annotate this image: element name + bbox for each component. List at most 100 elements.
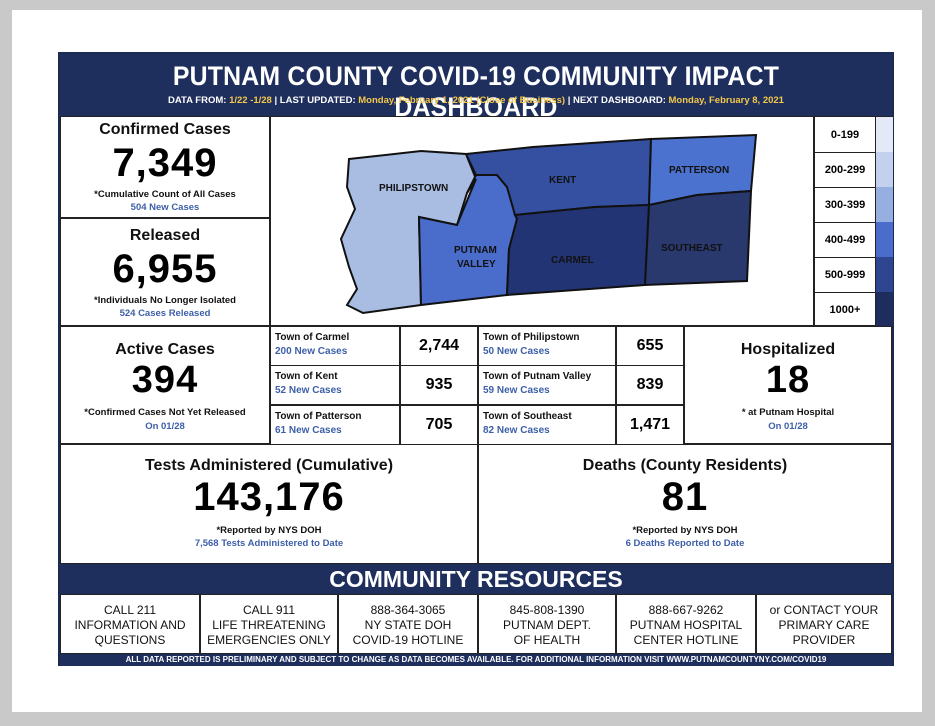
confirmed-cases-label: Confirmed Cases xyxy=(99,121,231,138)
legend-swatch xyxy=(875,152,893,188)
resource-line3: EMERGENCIES ONLY xyxy=(207,633,331,647)
data-from-label: DATA FROM: xyxy=(168,95,227,106)
confirmed-cases-note: *Cumulative Count of All Cases xyxy=(94,189,236,200)
map-carmel xyxy=(505,203,651,297)
deaths-sub: 6 Deaths Reported to Date xyxy=(625,538,745,549)
town-row-name-cell: Town of Southeast 82 New Cases xyxy=(478,404,616,445)
town-new-cases: 82 New Cases xyxy=(483,424,550,436)
released-panel: Released 6,955 *Individuals No Longer Is… xyxy=(60,218,270,326)
resource-line3: PROVIDER xyxy=(792,633,856,647)
last-updated-value: Monday, February 1, 2021 (Close of Busin… xyxy=(358,95,566,106)
deaths-label: Deaths (County Residents) xyxy=(582,457,788,474)
resource-line1: CALL 211 xyxy=(103,603,157,617)
active-cases-label: Active Cases xyxy=(115,341,215,358)
town-case-total: 2,744 xyxy=(400,326,478,366)
legend-swatch xyxy=(875,222,893,258)
map-label-southeast: SOUTHEAST xyxy=(661,243,723,254)
legend-swatch xyxy=(875,292,893,328)
town-new-cases: 59 New Cases xyxy=(483,385,550,397)
town-name: Town of Carmel xyxy=(275,332,350,343)
town-case-total: 705 xyxy=(400,404,478,445)
active-cases-note: *Confirmed Cases Not Yet Released xyxy=(84,407,246,418)
hospitalized-value: 18 xyxy=(765,359,811,401)
resource-cell: CALL 211 INFORMATION AND QUESTIONS xyxy=(60,594,200,654)
map-label-kent: KENT xyxy=(549,175,576,186)
resource-line2: NY STATE DOH xyxy=(364,618,452,632)
town-name: Town of Putnam Valley xyxy=(483,371,592,383)
deaths-note: *Reported by NYS DOH xyxy=(632,525,738,536)
legend-swatch xyxy=(875,117,893,153)
map-label-carmel: CARMEL xyxy=(551,255,594,266)
dashboard-title: PUTNAM COUNTY COVID-19 COMMUNITY IMPACT … xyxy=(172,61,780,122)
resource-line2: PRIMARY CARE xyxy=(778,618,870,632)
released-value: 6,955 xyxy=(112,247,218,291)
tests-panel: Tests Administered (Cumulative) 143,176 … xyxy=(60,444,478,564)
dashboard: PUTNAM COUNTY COVID-19 COMMUNITY IMPACT … xyxy=(58,52,894,666)
resource-cell: 845-808-1390 PUTNAM DEPT. OF HEALTH xyxy=(478,594,616,654)
document-sheet: PUTNAM COUNTY COVID-19 COMMUNITY IMPACT … xyxy=(12,10,922,712)
confirmed-cases-new: 504 New Cases xyxy=(130,202,200,213)
tests-value: 143,176 xyxy=(193,475,345,519)
town-name: Town of Southeast xyxy=(483,410,572,422)
released-sub: 524 Cases Released xyxy=(119,308,211,319)
resource-line3: OF HEALTH xyxy=(513,633,581,647)
resource-line3: CENTER HOTLINE xyxy=(633,633,739,647)
resource-line1: or CONTACT YOUR xyxy=(769,603,879,617)
resource-cell: 888-364-3065 NY STATE DOH COVID-19 HOTLINE xyxy=(338,594,478,654)
resource-line2: LIFE THREATENING xyxy=(212,618,326,632)
map-label-putnam: PUTNAM xyxy=(454,245,497,256)
hospitalized-panel: Hospitalized 18 * at Putnam Hospital On … xyxy=(684,326,892,444)
town-name: Town of Kent xyxy=(275,371,338,383)
hospitalized-note: * at Putnam Hospital xyxy=(741,407,835,418)
resource-line2: INFORMATION AND xyxy=(74,618,186,632)
resource-cell: 888-667-9262 PUTNAM HOSPITAL CENTER HOTLIN… xyxy=(616,594,756,654)
hospitalized-label: Hospitalized xyxy=(740,341,836,358)
active-cases-panel: Active Cases 394 *Confirmed Cases Not Ye… xyxy=(60,326,270,444)
legend-range-label: 400-499 xyxy=(815,222,875,258)
town-new-cases: 200 New Cases xyxy=(275,346,348,357)
released-note: *Individuals No Longer Isolated xyxy=(94,295,236,306)
town-row-name-cell: Town of Putnam Valley 59 New Cases xyxy=(478,365,616,406)
resource-line1: 888-364-3065 xyxy=(370,603,446,617)
town-new-cases: 52 New Cases xyxy=(275,385,342,397)
town-row-name-cell: Town of Carmel 200 New Cases xyxy=(270,326,400,366)
tests-label: Tests Administered (Cumulative) xyxy=(144,457,394,474)
legend-range-label: 0-199 xyxy=(815,117,875,153)
town-row-name-cell: Town of Philipstown 50 New Cases xyxy=(478,326,616,366)
resource-cell: or CONTACT YOUR PRIMARY CARE PROVIDER xyxy=(756,594,892,654)
resource-line3: QUESTIONS xyxy=(94,633,166,647)
town-case-total: 839 xyxy=(616,365,684,406)
next-dashboard-label: | NEXT DASHBOARD: xyxy=(567,95,666,106)
resource-line2: PUTNAM HOSPITAL xyxy=(629,618,743,632)
town-name: Town of Patterson xyxy=(275,410,362,422)
resource-line1: CALL 911 xyxy=(242,603,296,617)
confirmed-cases-value: 7,349 xyxy=(112,141,218,185)
legend-range-label: 500-999 xyxy=(815,257,875,293)
active-cases-value: 394 xyxy=(131,359,199,401)
hospitalized-sub: On 01/28 xyxy=(768,421,808,432)
town-row-name-cell: Town of Patterson 61 New Cases xyxy=(270,404,400,445)
town-map: PHILIPSTOWN KENT PATTERSON PUTNAM VALLEY… xyxy=(339,133,758,315)
disclaimer-footer: ALL DATA REPORTED IS PRELIMINARY AND SUB… xyxy=(60,654,892,666)
legend-range-label: 1000+ xyxy=(815,292,875,328)
tests-sub: 7,568 Tests Administered to Date xyxy=(194,538,344,549)
map-label-patterson: PATTERSON xyxy=(669,165,729,176)
resource-line1: 845-808-1390 xyxy=(509,603,585,617)
town-new-cases: 50 New Cases xyxy=(483,346,550,357)
map-legend: 0-199 200-299 300-399 400-499 500-999 1000+ xyxy=(814,116,893,328)
town-case-total: 935 xyxy=(400,365,478,406)
map-label-valley: VALLEY xyxy=(457,259,496,270)
data-from-value: 1/22 -1/28 xyxy=(229,95,272,106)
released-label: Released xyxy=(129,227,201,244)
last-updated-label: | LAST UPDATED: xyxy=(274,95,356,106)
legend-range-label: 300-399 xyxy=(815,187,875,223)
resource-cell: CALL 911 LIFE THREATENING EMERGENCIES ONLY xyxy=(200,594,338,654)
dashboard-dates: DATA FROM: 1/22 -1/28 | LAST UPDATED: Mo… xyxy=(60,95,892,106)
tests-note: *Reported by NYS DOH xyxy=(216,525,322,536)
town-new-cases: 61 New Cases xyxy=(275,424,342,436)
town-map-panel: PHILIPSTOWN KENT PATTERSON PUTNAM VALLEY… xyxy=(270,116,814,326)
resource-line1: 888-667-9262 xyxy=(648,603,724,617)
town-row-name-cell: Town of Kent 52 New Cases xyxy=(270,365,400,406)
legend-swatch xyxy=(875,257,893,293)
map-label-philipstown: PHILIPSTOWN xyxy=(379,183,448,194)
